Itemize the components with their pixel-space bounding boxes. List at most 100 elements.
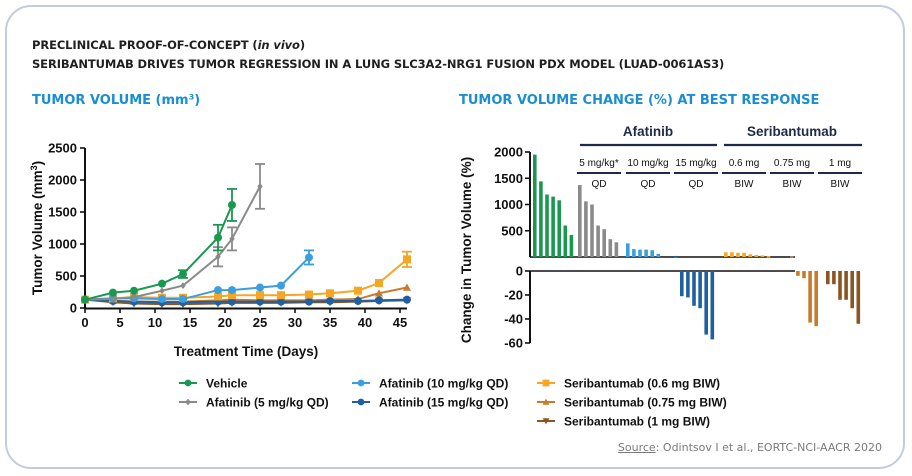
superscript: 3 xyxy=(29,165,39,170)
bar xyxy=(838,271,842,300)
bar-group-afat5 xyxy=(578,185,619,257)
data-point xyxy=(256,283,264,292)
bar xyxy=(844,271,848,300)
legend-marker xyxy=(542,398,550,405)
upper-y-tick-label: 1000 xyxy=(494,197,523,212)
series-vehicle xyxy=(81,188,237,304)
bar-group-afat10 xyxy=(626,243,661,257)
upper-y-tick-label: 2000 xyxy=(494,145,523,160)
waterfall-y-axis-label: Change in Tumor Volume (%) xyxy=(459,157,474,343)
bar xyxy=(692,271,696,306)
y-tick-label: 2000 xyxy=(48,173,77,188)
legend-label: Afatinib (15 mg/kg QD) xyxy=(379,396,508,410)
legend-label: Seribantumab (0.6 mg BIW) xyxy=(564,377,720,391)
dose-label: 1 mg xyxy=(829,158,851,169)
y-tick-label: 0 xyxy=(70,301,77,316)
data-point xyxy=(375,296,383,305)
x-axis-label: Treatment Time (Days) xyxy=(174,344,319,359)
bar xyxy=(686,271,690,298)
bar xyxy=(539,181,543,257)
bar xyxy=(754,254,759,257)
bar xyxy=(578,185,582,257)
data-point xyxy=(354,286,362,295)
header-line-2: SERIBANTUMAB DRIVES TUMOR REGRESSION IN … xyxy=(32,57,725,71)
data-point xyxy=(305,297,313,306)
y-axis-label: Tumor Volume (mm3) xyxy=(29,161,45,295)
legend-item-afat10: Afatinib (10 mg/kg QD) xyxy=(352,377,508,391)
bar xyxy=(602,229,606,257)
data-point xyxy=(403,255,411,264)
legend-marker xyxy=(357,379,365,387)
bar xyxy=(850,271,854,309)
series-line xyxy=(84,256,310,301)
bar xyxy=(704,271,708,335)
data-point xyxy=(228,291,236,300)
bar xyxy=(802,271,806,279)
bar xyxy=(730,252,734,257)
data-point xyxy=(256,291,264,300)
bar xyxy=(790,256,794,258)
schedule-label: BIW xyxy=(831,179,850,190)
data-point xyxy=(305,290,313,299)
bar xyxy=(551,196,555,257)
legend-item-vehicle: Vehicle xyxy=(179,377,248,391)
data-point xyxy=(228,297,236,306)
legend-marker xyxy=(185,398,191,406)
x-tick-label: 30 xyxy=(288,315,302,330)
bar xyxy=(832,271,836,285)
data-point xyxy=(229,235,235,243)
bar xyxy=(614,242,619,257)
series-seri06 xyxy=(81,250,412,304)
legend-label: Afatinib (5 mg/kg QD) xyxy=(206,396,329,410)
data-point xyxy=(228,200,236,209)
source-label: Source xyxy=(617,441,656,454)
waterfall-chart-title: TUMOR VOLUME CHANGE (%) AT BEST RESPONSE xyxy=(459,93,820,108)
drug-group-label: Afatinib xyxy=(623,124,673,139)
y-tick-label: 1000 xyxy=(48,237,77,252)
data-point xyxy=(179,270,187,279)
bar xyxy=(766,255,771,258)
bar xyxy=(608,239,613,257)
data-point xyxy=(277,297,285,306)
data-point xyxy=(326,296,334,305)
bar xyxy=(650,250,654,257)
x-tick-label: 25 xyxy=(253,315,267,330)
x-tick-label: 0 xyxy=(81,315,88,330)
data-point xyxy=(214,292,222,301)
lower-y-tick-label: -60 xyxy=(504,336,523,351)
bar xyxy=(748,254,752,257)
y-tick-label: 500 xyxy=(55,269,77,284)
legend-marker xyxy=(542,379,550,387)
dose-label: 15 mg/kg xyxy=(675,158,716,169)
upper-y-tick-label: 1500 xyxy=(494,171,523,186)
schedule-label: QD xyxy=(689,179,704,190)
data-point xyxy=(326,289,334,298)
data-point xyxy=(354,296,362,305)
data-point xyxy=(257,183,263,190)
bar xyxy=(742,252,746,257)
x-tick-label: 10 xyxy=(148,315,162,330)
series-line xyxy=(84,185,261,301)
legend-item-seri075: Seribantumab (0.75 mg BIW) xyxy=(537,396,727,410)
lower-y-tick-label: -40 xyxy=(504,312,523,327)
dose-label: 10 mg/kg xyxy=(627,158,668,169)
bar xyxy=(814,271,818,327)
bar xyxy=(736,252,740,257)
slide-frame xyxy=(5,5,905,469)
data-point xyxy=(81,295,89,304)
x-tick-label: 20 xyxy=(218,315,232,330)
bar xyxy=(563,225,568,257)
legend-label: Seribantumab (1 mg BIW) xyxy=(564,415,710,429)
source-citation: Source: Odintsov I et al., EORTC-NCI-AAC… xyxy=(617,441,882,454)
legend-marker xyxy=(542,418,550,425)
legend-label: Seribantumab (0.75 mg BIW) xyxy=(564,396,727,410)
x-tick-label: 35 xyxy=(323,315,337,330)
schedule-label: QD xyxy=(592,179,607,190)
bar xyxy=(626,243,630,257)
drug-group-label: Seribantumab xyxy=(747,124,837,139)
data-point xyxy=(214,233,222,242)
bar xyxy=(656,253,661,257)
schedule-label: BIW xyxy=(735,179,754,190)
dose-label: 0.75 mg xyxy=(774,158,810,169)
